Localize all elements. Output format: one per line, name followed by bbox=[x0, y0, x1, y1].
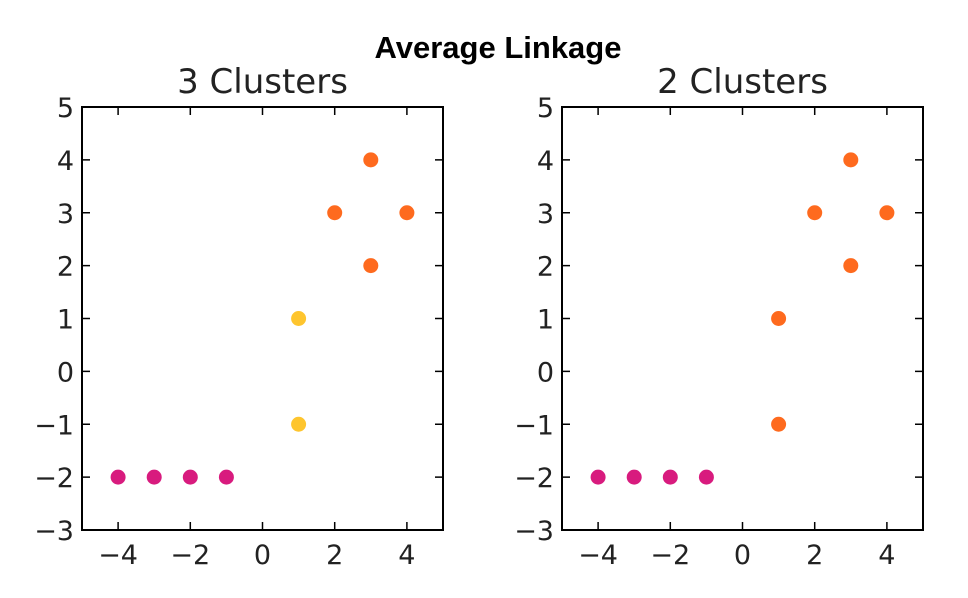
y-tick-label: −2 bbox=[514, 463, 554, 494]
y-tick-label: 2 bbox=[537, 252, 554, 283]
data-point-orange bbox=[771, 416, 787, 432]
x-tick-label: 2 bbox=[806, 540, 823, 571]
data-point-orange bbox=[807, 205, 823, 221]
data-point-magenta bbox=[590, 469, 606, 485]
x-tick-label: −4 bbox=[98, 540, 138, 571]
data-point-orange bbox=[879, 205, 895, 221]
y-tick-label: −3 bbox=[514, 516, 554, 547]
data-point-orange bbox=[363, 152, 379, 168]
y-tick-label: 4 bbox=[57, 146, 74, 177]
x-tick-label: −2 bbox=[170, 540, 210, 571]
data-point-orange bbox=[327, 205, 343, 221]
data-point-magenta bbox=[698, 469, 714, 485]
x-tick-label: 2 bbox=[326, 540, 343, 571]
data-point-orange bbox=[771, 311, 787, 326]
axes-frame bbox=[81, 106, 444, 531]
x-tick-label: 4 bbox=[398, 540, 415, 571]
y-tick-label: −1 bbox=[34, 410, 74, 441]
data-point-yellow bbox=[291, 311, 307, 326]
axes-frame bbox=[561, 106, 924, 531]
data-point-orange bbox=[843, 258, 859, 274]
x-tick-label: 0 bbox=[734, 540, 751, 571]
y-tick-label: −2 bbox=[34, 463, 74, 494]
y-tick-label: 5 bbox=[537, 93, 554, 124]
x-tick-label: −4 bbox=[578, 540, 618, 571]
data-point-yellow bbox=[291, 416, 307, 432]
y-tick-label: 3 bbox=[57, 199, 74, 230]
y-tick-label: 4 bbox=[537, 146, 554, 177]
y-tick-label: 3 bbox=[537, 199, 554, 230]
y-tick-label: 5 bbox=[57, 93, 74, 124]
data-point-magenta bbox=[146, 469, 162, 485]
x-tick-label: 4 bbox=[878, 540, 895, 571]
data-point-magenta bbox=[110, 469, 126, 485]
y-tick-label: 2 bbox=[57, 252, 74, 283]
y-tick-label: 1 bbox=[537, 305, 554, 336]
y-tick-label: 1 bbox=[57, 305, 74, 336]
data-point-magenta bbox=[662, 469, 678, 485]
data-point-orange bbox=[843, 152, 859, 168]
scatter-plot-2-clusters: 2 Clusters −4 −2 0 2 4 −3 −2 −1 0 1 2 3 4 5 bbox=[514, 62, 924, 571]
data-point-orange bbox=[363, 258, 379, 274]
axes-title: 2 Clusters bbox=[657, 62, 828, 102]
data-point-magenta bbox=[218, 469, 234, 485]
y-tick-label: 0 bbox=[537, 357, 554, 388]
y-tick-label: −3 bbox=[34, 516, 74, 547]
y-tick-label: 0 bbox=[57, 357, 74, 388]
data-point-magenta bbox=[626, 469, 642, 485]
data-point-magenta bbox=[182, 469, 198, 485]
figure-suptitle: Average Linkage bbox=[375, 30, 622, 65]
data-point-orange bbox=[399, 205, 415, 221]
scatter-plot-3-clusters: 3 Clusters −4 −2 0 2 4 −3 −2 −1 0 1 2 3 4 5 bbox=[34, 62, 444, 571]
x-tick-label: −2 bbox=[650, 540, 690, 571]
y-tick-label: −1 bbox=[514, 410, 554, 441]
x-tick-label: 0 bbox=[254, 540, 271, 571]
axes-title: 3 Clusters bbox=[177, 62, 348, 102]
